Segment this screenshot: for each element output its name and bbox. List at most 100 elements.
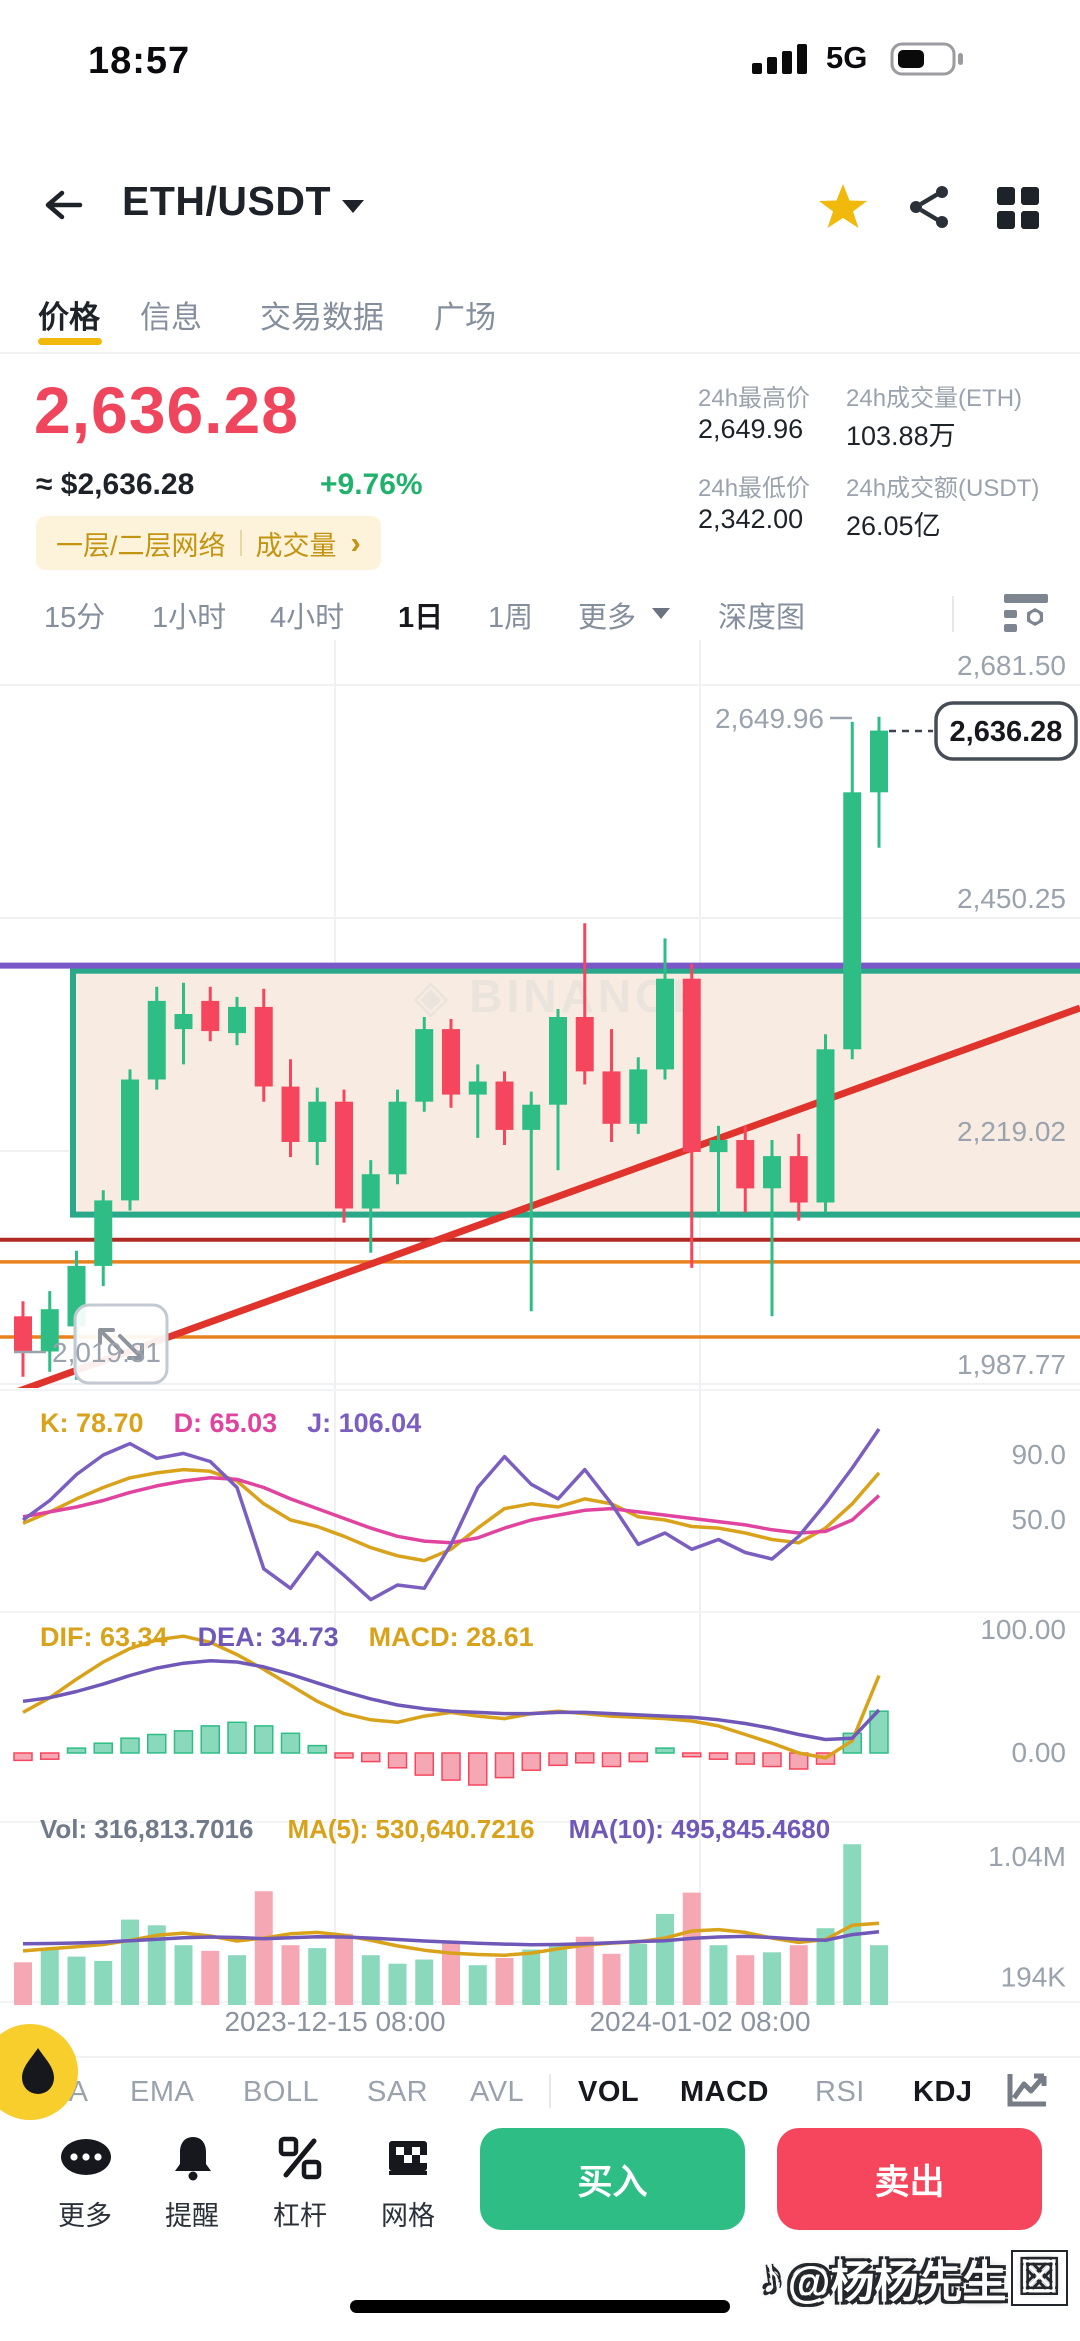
- creator-watermark: ♪ @杨杨先生 ☒: [756, 2246, 1066, 2310]
- full-chart-icon[interactable]: [1006, 2068, 1050, 2110]
- timeframe-1h[interactable]: 1小时: [152, 602, 227, 634]
- candlestick-layer: [14, 716, 888, 1380]
- tag-network: 一层/二层网络: [56, 530, 226, 561]
- macd-dea-value: DEA: 34.73: [197, 1622, 339, 1652]
- volume-ma-lines: [22, 1921, 880, 1957]
- leverage-icon[interactable]: [278, 2136, 322, 2180]
- divider: [549, 2074, 551, 2108]
- price-axis-label: 1,987.77: [957, 1349, 1066, 1380]
- volume-axis-label: 194K: [1001, 1961, 1067, 1992]
- alert-bell-icon[interactable]: [172, 2134, 214, 2182]
- home-indicator[interactable]: [350, 2300, 730, 2313]
- high-annotation: 2,649.96: [715, 703, 824, 734]
- pair-title[interactable]: ETH/USDT: [122, 178, 331, 224]
- favorite-star-icon[interactable]: [818, 182, 868, 230]
- tab-square[interactable]: 广场: [434, 300, 496, 335]
- volume-values: Vol: 316,813.7016 MA(5): 530,640.7216 MA…: [40, 1814, 830, 1845]
- tag-volume: 成交量: [255, 530, 337, 561]
- left-price-annotation: 2,019.31: [52, 1337, 161, 1368]
- divider: [0, 2056, 1080, 2058]
- macd-axis-label: 100.00: [980, 1614, 1066, 1645]
- macd-macd-value: MACD: 28.61: [368, 1622, 534, 1652]
- watermark-handle: @杨杨先生: [787, 2258, 1007, 2307]
- chevron-right-icon: ›: [350, 525, 361, 560]
- indicator-tab-vol[interactable]: VOL: [578, 2076, 640, 2108]
- music-note-icon: ♪: [756, 2251, 785, 2304]
- stat-quote-value: 26.05亿: [846, 511, 941, 541]
- timeframe-4h[interactable]: 4小时: [270, 602, 345, 634]
- back-icon[interactable]: [38, 182, 86, 228]
- active-tab-underline: [38, 338, 102, 345]
- leverage-action-label[interactable]: 杠杆: [273, 2201, 327, 2231]
- date-axis-label: 2023-12-15 08:00: [224, 2006, 445, 2037]
- apps-grid-icon[interactable]: [996, 186, 1040, 230]
- tab-price[interactable]: 价格: [38, 300, 100, 335]
- volume-bars: [14, 1844, 888, 2005]
- grid-action-label[interactable]: 网格: [381, 2201, 435, 2231]
- trendline: [17, 1004, 1080, 1388]
- more-icon[interactable]: [59, 2136, 113, 2180]
- macd-lines: [22, 1634, 881, 1760]
- macd-axis-label: 0.00: [1012, 1737, 1067, 1768]
- depth-chart-link[interactable]: 深度图: [718, 602, 806, 634]
- hot-moments-icon[interactable]: [0, 2022, 80, 2122]
- indicator-tab-rsi[interactable]: RSI: [815, 2076, 865, 2108]
- indicator-settings-icon[interactable]: [1000, 592, 1052, 636]
- sell-button[interactable]: 卖出: [777, 2128, 1042, 2230]
- drawing-handle-icon[interactable]: [73, 1303, 169, 1385]
- date-axis-label: 2024-01-02 08:00: [589, 2006, 810, 2037]
- stat-high-value: 2,649.96: [698, 414, 804, 444]
- alert-action-label[interactable]: 提醒: [165, 2201, 219, 2231]
- price-axis-label: 2,450.25: [957, 883, 1066, 914]
- divider: [0, 352, 1080, 354]
- timeframe-1w[interactable]: 1周: [488, 602, 534, 634]
- kdj-axis-label: 50.0: [1012, 1504, 1067, 1535]
- fiat-price: ≈ $2,636.28: [36, 468, 195, 501]
- kdj-lines: [21, 1428, 881, 1602]
- vol-ma10-value: MA(10): 495,845.4680: [568, 1814, 831, 1844]
- svg-text:2,636.28: 2,636.28: [950, 716, 1063, 748]
- stat-vol-value: 103.88万: [846, 421, 956, 451]
- macd-histogram: [13, 1710, 889, 1786]
- stat-low-label: 24h最低价: [698, 475, 811, 502]
- kdj-k-value: K: 78.70: [40, 1408, 144, 1438]
- volume-axis-label: 1.04M: [988, 1841, 1066, 1872]
- current-price-badge: 2,636.28: [934, 701, 1078, 761]
- kdj-d-value: D: 65.03: [173, 1408, 278, 1438]
- last-price: 2,636.28: [34, 373, 299, 447]
- tag-separator: [239, 530, 242, 556]
- network-type: 5G: [826, 40, 868, 75]
- battery-icon: [890, 42, 963, 76]
- grid-trading-icon[interactable]: [386, 2136, 430, 2180]
- vol-ma5-value: MA(5): 530,640.7216: [287, 1814, 535, 1844]
- signal-strength-icon: [752, 44, 807, 74]
- stat-vol-label: 24h成交量(ETH): [846, 385, 1023, 412]
- stat-quote-label: 24h成交额(USDT): [846, 475, 1040, 502]
- tab-info[interactable]: 信息: [140, 300, 202, 335]
- share-icon[interactable]: [906, 184, 952, 230]
- indicator-tab-macd[interactable]: MACD: [680, 2076, 769, 2108]
- timeframe-more[interactable]: 更多: [578, 602, 637, 634]
- candlestick-chart[interactable]: ◈ BINANCE 2,649.96 2,636.28 2,019.31 2,681.5…: [0, 640, 1080, 2040]
- price-change: +9.76%: [320, 468, 423, 501]
- pair-dropdown-icon[interactable]: [342, 200, 364, 213]
- timeframe-15m[interactable]: 15分: [44, 602, 106, 634]
- tab-trade-data[interactable]: 交易数据: [260, 300, 384, 335]
- more-action-label[interactable]: 更多: [58, 2201, 112, 2231]
- buy-button[interactable]: 买入: [480, 2128, 745, 2230]
- indicator-tab-ema[interactable]: EMA: [130, 2076, 195, 2108]
- indicator-tab-sar[interactable]: SAR: [367, 2076, 429, 2108]
- macd-dif-value: DIF: 63.34: [40, 1622, 168, 1652]
- divider: [952, 596, 954, 632]
- indicator-tab-kdj[interactable]: KDJ: [913, 2076, 973, 2108]
- chevron-down-icon[interactable]: [652, 608, 670, 619]
- token-tag-pill[interactable]: 一层/二层网络 成交量 ›: [36, 516, 381, 570]
- indicator-tab-avl[interactable]: AVL: [470, 2076, 525, 2108]
- price-axis-label: 2,219.02: [957, 1116, 1066, 1147]
- timeframe-1d[interactable]: 1日: [398, 602, 444, 634]
- kdj-j-value: J: 106.04: [307, 1408, 422, 1438]
- stat-low-value: 2,342.00: [698, 504, 804, 534]
- status-time: 18:57: [88, 40, 191, 82]
- indicator-tab-boll[interactable]: BOLL: [243, 2076, 320, 2108]
